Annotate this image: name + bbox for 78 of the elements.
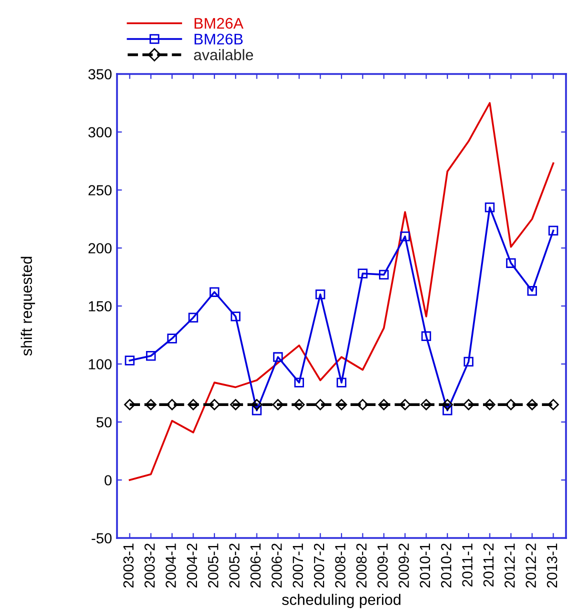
- point: [294, 398, 305, 410]
- point: [442, 406, 452, 416]
- y-tick-label: 300: [88, 127, 112, 138]
- x-tick-label: 2003-1: [123, 544, 134, 588]
- x-axis-title: scheduling period: [282, 594, 400, 608]
- point: [210, 287, 220, 297]
- point: [464, 356, 474, 367]
- point: [484, 398, 496, 410]
- point: [378, 398, 390, 410]
- x-tick-label: 2007-2: [314, 544, 324, 588]
- point: [506, 258, 516, 268]
- point: [146, 351, 156, 361]
- y-tick-label: 0: [104, 475, 112, 486]
- point: [251, 398, 262, 410]
- point: [548, 398, 559, 410]
- point: [378, 270, 389, 280]
- x-tick-label: 2013-1: [546, 544, 558, 588]
- x-tick-label: 2006-1: [250, 544, 261, 588]
- x-tick-label: 2006-2: [272, 544, 282, 588]
- x-tick-label: 2010-1: [420, 544, 430, 588]
- y-tick-label: -50: [92, 533, 112, 544]
- point: [442, 398, 453, 410]
- point: [420, 398, 432, 410]
- point: [357, 398, 368, 410]
- point: [230, 398, 242, 410]
- point: [272, 398, 284, 410]
- x-tick-label: 2012-1: [504, 544, 515, 588]
- point: [315, 290, 326, 300]
- y-tick-label: 100: [88, 359, 112, 370]
- point: [400, 232, 410, 242]
- x-tick-label: 2005-1: [208, 544, 218, 588]
- x-tick-label: 2008-1: [335, 544, 346, 588]
- point: [358, 268, 368, 278]
- point: [124, 356, 135, 366]
- point: [145, 398, 156, 410]
- point: [526, 398, 538, 410]
- point: [166, 398, 178, 410]
- x-tick-label: 2005-2: [229, 544, 240, 588]
- x-tick-label: 2009-2: [398, 544, 409, 588]
- legend-label: available: [194, 49, 254, 60]
- x-tick-label: 2003-2: [144, 544, 155, 588]
- point: [188, 312, 198, 322]
- legend-label: BM26B: [194, 34, 243, 45]
- point: [273, 352, 283, 362]
- y-tick-label: 200: [88, 243, 112, 254]
- point: [505, 398, 517, 410]
- x-tick-label: 2011-1: [462, 544, 472, 586]
- y-tick-label: 350: [88, 69, 112, 80]
- y-tick-label: 250: [88, 185, 112, 196]
- x-tick-label: 2012-2: [526, 544, 536, 588]
- point: [399, 398, 411, 410]
- point: [548, 226, 558, 236]
- y-axis-title: shift requested: [20, 256, 36, 356]
- point: [421, 331, 432, 342]
- point: [124, 398, 136, 410]
- x-tick-label: 2011-2: [483, 544, 494, 586]
- line-series: [128, 102, 554, 481]
- point: [527, 286, 537, 296]
- legend-label: BM26A: [194, 18, 244, 29]
- y-tick-label: 150: [88, 301, 112, 312]
- point: [336, 398, 348, 410]
- point: [188, 398, 199, 410]
- x-tick-label: 2008-2: [356, 544, 367, 588]
- x-tick-label: 2007-1: [292, 544, 304, 588]
- point: [252, 406, 262, 416]
- y-tick-label: 50: [96, 417, 112, 428]
- x-tick-label: 2010-2: [440, 544, 452, 588]
- x-tick-label: 2009-1: [377, 544, 388, 588]
- point: [336, 378, 346, 388]
- point: [167, 334, 177, 344]
- point: [230, 312, 240, 322]
- point: [484, 202, 495, 212]
- point: [294, 378, 304, 388]
- point: [314, 398, 326, 410]
- point: [462, 398, 474, 410]
- x-tick-label: 2004-2: [186, 544, 198, 588]
- x-tick-label: 2004-1: [166, 544, 176, 588]
- point: [208, 398, 220, 410]
